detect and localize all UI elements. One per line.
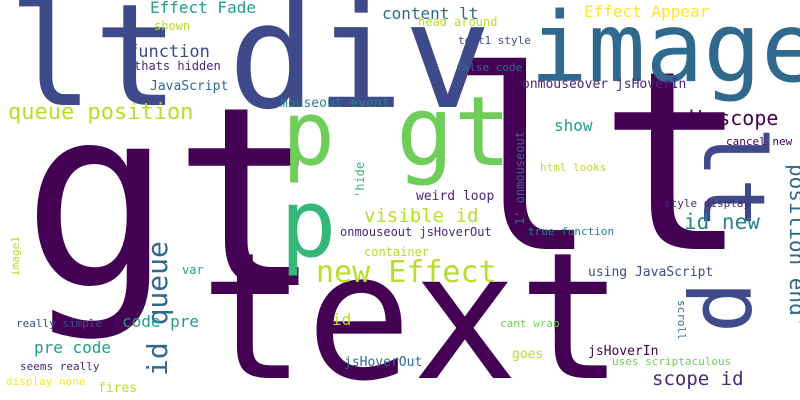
word-text: text bbox=[200, 215, 624, 400]
word-effect-appear: Effect Appear bbox=[584, 2, 710, 21]
word-uses-scriptaculous: uses scriptaculous bbox=[612, 355, 732, 368]
word-display-none: display none bbox=[6, 375, 86, 388]
word-pre-code: pre code bbox=[34, 338, 112, 357]
word-cant-wrap: cant wrap bbox=[500, 317, 560, 330]
word-content-lt: content lt bbox=[382, 4, 479, 23]
word-gt-large: gt bbox=[22, 53, 324, 344]
word-jshoverin: jsHoverIn bbox=[588, 344, 659, 359]
word-style-display: style display bbox=[664, 197, 751, 210]
word-p-green: p bbox=[282, 82, 335, 185]
word-text1-style: text1 style bbox=[458, 34, 531, 47]
word-scope-id: scope id bbox=[652, 368, 744, 390]
word-gt-green: gt bbox=[396, 76, 512, 188]
word-hide: 'hide bbox=[353, 161, 367, 198]
word-new-effect: new Effect bbox=[316, 255, 497, 290]
word-var: var bbox=[182, 263, 204, 277]
word-p-teal: p bbox=[280, 170, 337, 279]
word-image: image bbox=[530, 0, 800, 104]
word-id-new: id new bbox=[684, 210, 760, 234]
word-function: function bbox=[128, 42, 210, 62]
word-image1: image1 bbox=[9, 236, 22, 276]
word-goes: goes bbox=[512, 347, 544, 362]
word-scroll: scroll bbox=[675, 300, 688, 340]
word-html-looks: html looks bbox=[540, 161, 607, 174]
word-thats-hidden: thats hidden bbox=[134, 59, 221, 73]
word-jshoverout: jsHoverOut bbox=[344, 355, 423, 370]
word-true-function: true function bbox=[528, 225, 615, 238]
word-div: div bbox=[228, 0, 492, 142]
word-1-onmouseout: 1' onmouseout bbox=[513, 131, 527, 225]
word-mouseout-event: mouseout event bbox=[280, 96, 390, 111]
word-head-around: head around bbox=[418, 15, 498, 29]
word-position-end: position end' bbox=[785, 164, 800, 329]
word-show: show bbox=[554, 116, 593, 135]
word-container: container bbox=[364, 245, 430, 259]
word-weird-loop: weird loop bbox=[416, 189, 495, 204]
word-lt-medium: lt bbox=[8, 0, 179, 139]
word-code-pre: code pre bbox=[122, 312, 200, 331]
word-id-queue: id queue bbox=[141, 241, 174, 376]
word-queue-position: queue position bbox=[8, 100, 194, 125]
word-cancel-new: cancel new bbox=[726, 135, 793, 148]
word-javascript: JavaScript bbox=[150, 79, 229, 94]
word-shown: shown bbox=[154, 19, 191, 33]
word-id: id bbox=[332, 310, 352, 329]
word-using-javascript: using JavaScript bbox=[588, 265, 714, 280]
word-fires: fires bbox=[98, 381, 138, 396]
word-end-scope: end' scope bbox=[658, 106, 779, 130]
word-lt-large: lt bbox=[448, 17, 750, 308]
word-onmouseout-jshoverout: onmouseout jsHoverOut bbox=[340, 225, 492, 239]
word-seems-really: seems really bbox=[20, 360, 100, 373]
word-effect-fade: Effect Fade bbox=[150, 0, 256, 17]
word-onmouseover-jshoverin: onmouseover jsHoverIn bbox=[522, 77, 687, 92]
word-visible-id: visible id bbox=[364, 205, 479, 227]
word-really-simple: really simple bbox=[16, 317, 103, 330]
word-false-code: false code bbox=[456, 61, 523, 74]
